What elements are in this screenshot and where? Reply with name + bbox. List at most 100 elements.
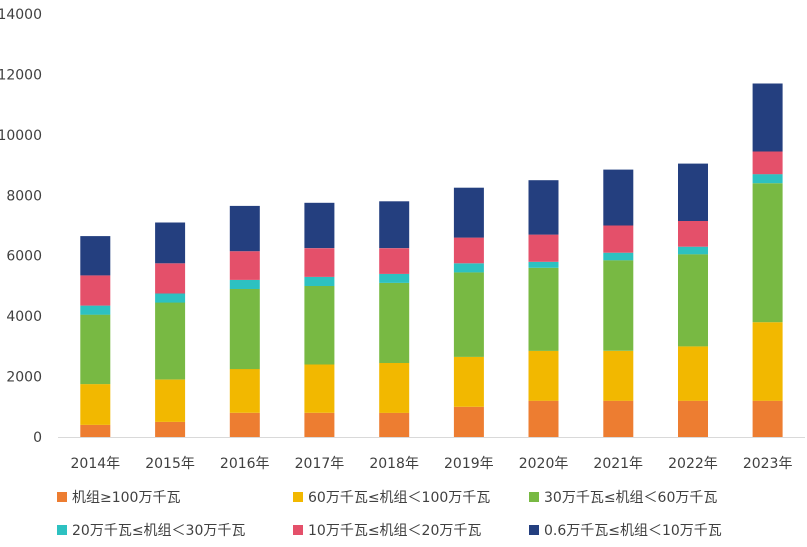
bar-segment (603, 252, 634, 261)
legend-swatch (293, 525, 303, 535)
bar-segment (155, 421, 186, 437)
bar-segment (603, 260, 634, 351)
legend-item: 60万千瓦≤机组＜100万千瓦 (293, 490, 490, 506)
bar-segment (678, 246, 708, 255)
x-tick-label: 2021年 (593, 456, 643, 472)
bar-segment (155, 379, 186, 422)
legend-label: 机组≥100万千瓦 (72, 490, 180, 506)
bar-segment (80, 236, 111, 276)
bar-segment (80, 305, 111, 315)
legend-label: 30万千瓦≤机组＜60万千瓦 (544, 490, 717, 506)
bar-segment (304, 285, 335, 365)
y-tick-label: 0 (33, 430, 42, 446)
x-tick-label: 2019年 (444, 456, 494, 472)
x-axis: 2014年 2015年 2016年 2017年 2018年 2019年 2020年 2021年… (71, 456, 793, 472)
bar-segment (304, 202, 335, 249)
bar-segment (752, 174, 783, 184)
bar-segment (752, 83, 783, 152)
bar-segment (80, 275, 111, 306)
bar-segment (528, 350, 559, 401)
bar-segment (603, 225, 634, 253)
bars (80, 83, 783, 437)
legend-swatch (293, 492, 303, 502)
legend-swatch (57, 525, 67, 535)
bar-segment (528, 267, 559, 351)
x-tick-label: 2018年 (369, 456, 419, 472)
bar-segment (453, 272, 484, 357)
bar-segment (379, 412, 410, 437)
legend-swatch (529, 492, 539, 502)
bar-segment (678, 163, 708, 221)
y-tick-label: 12000 (0, 67, 42, 83)
bar-segment (678, 400, 708, 437)
bar-segment (603, 169, 634, 226)
bar-segment (155, 263, 186, 294)
y-tick-label: 4000 (6, 309, 42, 325)
legend-item: 10万千瓦≤机组＜20万千瓦 (293, 523, 481, 539)
bar-segment (379, 201, 410, 249)
legend-label: 10万千瓦≤机组＜20万千瓦 (308, 523, 481, 539)
y-tick-label: 2000 (6, 370, 42, 386)
bar-segment (304, 248, 335, 277)
legend-swatch (529, 525, 539, 535)
bar-segment (379, 273, 410, 283)
bar-segment (528, 261, 559, 268)
x-tick-label: 2014年 (71, 456, 121, 472)
legend-item: 机组≥100万千瓦 (57, 490, 180, 506)
x-tick-label: 2016年 (220, 456, 270, 472)
bar-segment (752, 183, 783, 323)
bar-segment (379, 282, 410, 363)
bar-segment (453, 356, 484, 407)
bar-segment (752, 400, 783, 437)
legend-label: 60万千瓦≤机组＜100万千瓦 (308, 490, 490, 506)
legend: 机组≥100万千瓦 60万千瓦≤机组＜100万千瓦 30万千瓦≤机组＜60万千瓦 20… (57, 490, 722, 539)
x-tick-label: 2017年 (295, 456, 345, 472)
bar-segment (304, 364, 335, 413)
bar-segment (379, 363, 410, 413)
bar-segment (229, 369, 260, 413)
bar-segment (453, 237, 484, 264)
bar-segment (155, 222, 186, 264)
bar-segment (453, 406, 484, 437)
legend-item: 20万千瓦≤机组＜30万千瓦 (57, 523, 245, 539)
bar-segment (80, 424, 111, 437)
bar-segment (453, 187, 484, 238)
bar-segment (528, 234, 559, 262)
y-tick-label: 8000 (6, 188, 42, 204)
y-tick-label: 10000 (0, 128, 42, 144)
bar-segment (678, 254, 708, 347)
bar-segment (304, 412, 335, 437)
bar-segment (603, 400, 634, 437)
bar-segment (229, 289, 260, 370)
bar-segment (752, 322, 783, 401)
x-tick-label: 2023年 (743, 456, 793, 472)
y-axis: 0 2000 4000 6000 8000 10000 12000 14000 (0, 7, 42, 446)
bar-segment (528, 180, 559, 235)
bar-segment (80, 314, 111, 385)
legend-item: 30万千瓦≤机组＜60万千瓦 (529, 490, 717, 506)
y-tick-label: 6000 (6, 249, 42, 265)
bar-segment (379, 248, 410, 274)
bar-segment (528, 400, 559, 437)
legend-swatch (57, 492, 67, 502)
bar-segment (155, 302, 186, 380)
legend-label: 0.6万千瓦≤机组＜10万千瓦 (544, 523, 722, 539)
x-tick-label: 2020年 (519, 456, 569, 472)
bar-segment (229, 412, 260, 437)
bar-segment (752, 151, 783, 175)
bar-segment (229, 251, 260, 280)
y-tick-label: 14000 (0, 7, 42, 23)
x-tick-label: 2022年 (668, 456, 718, 472)
bar-segment (678, 346, 708, 401)
bar-segment (229, 279, 260, 289)
bar-segment (304, 276, 335, 286)
bar-segment (453, 263, 484, 273)
bar-segment (229, 205, 260, 252)
bar-segment (155, 293, 186, 303)
bar-segment (603, 350, 634, 401)
bar-segment (80, 384, 111, 425)
legend-label: 20万千瓦≤机组＜30万千瓦 (72, 523, 245, 539)
legend-item: 0.6万千瓦≤机组＜10万千瓦 (529, 523, 722, 539)
